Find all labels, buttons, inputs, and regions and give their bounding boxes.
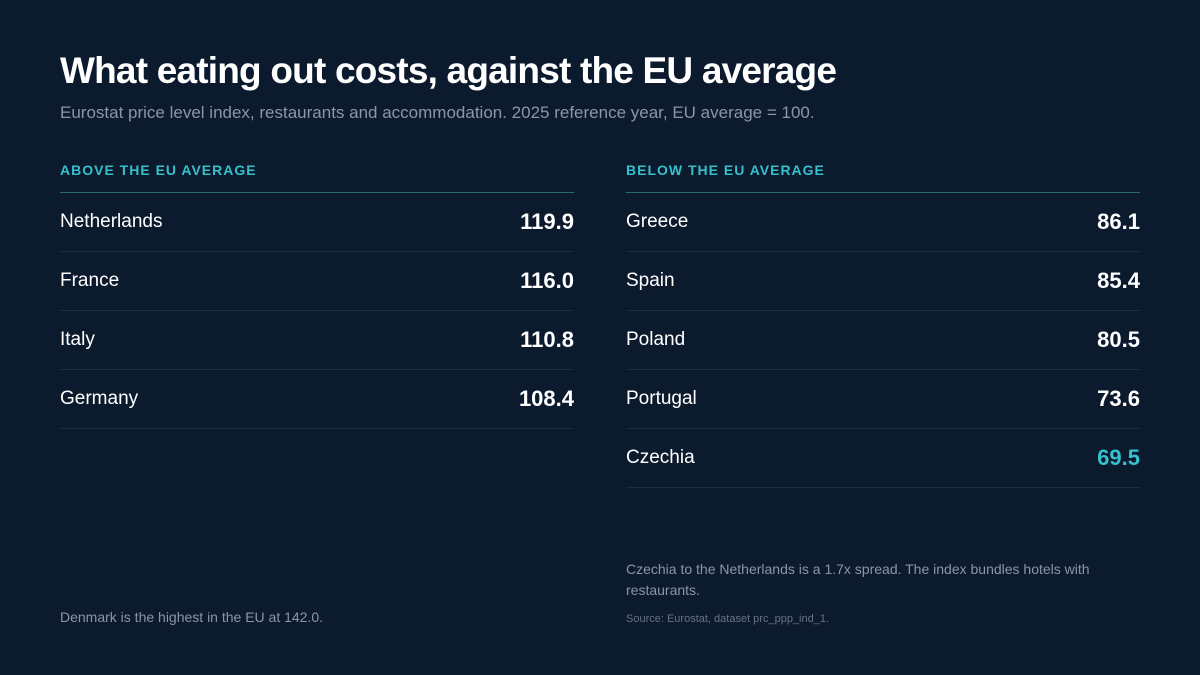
table-row: Germany 108.4 — [60, 370, 574, 429]
index-value: 116.0 — [520, 268, 574, 293]
index-value: 73.6 — [1097, 386, 1140, 411]
index-value: 69.5 — [1097, 445, 1140, 470]
index-value: 119.9 — [520, 209, 574, 234]
table-row: Greece 86.1 — [626, 193, 1140, 252]
index-value: 80.5 — [1097, 327, 1140, 352]
source-note: Source: Eurostat, dataset prc_ppp_ind_1. — [626, 613, 830, 625]
table-row: Poland 80.5 — [626, 311, 1140, 370]
country-name: Italy — [60, 329, 95, 350]
country-name: Greece — [626, 211, 689, 232]
table-row: Spain 85.4 — [626, 252, 1140, 311]
below-average-heading: BELOW THE EU AVERAGE — [626, 160, 1140, 193]
table-row: France 116.0 — [60, 252, 574, 311]
table-row: Czechia 69.5 — [626, 429, 1140, 488]
highest-note: Denmark is the highest in the EU at 142.… — [60, 609, 324, 625]
spread-note: Czechia to the Netherlands is a 1.7x spr… — [626, 561, 1090, 598]
index-value: 108.4 — [518, 386, 574, 411]
country-name: Netherlands — [60, 211, 163, 232]
country-name: Germany — [60, 388, 139, 409]
table-row: Portugal 73.6 — [626, 370, 1140, 429]
index-value: 86.1 — [1097, 209, 1140, 234]
above-average-column: ABOVE THE EU AVERAGE Netherlands 119.9 Fra… — [60, 160, 574, 429]
above-average-heading: ABOVE THE EU AVERAGE — [60, 160, 574, 193]
index-value: 85.4 — [1097, 268, 1140, 293]
below-average-column: BELOW THE EU AVERAGE Greece 86.1 Spain 85.4… — [626, 160, 1140, 488]
country-name: Portugal — [626, 388, 697, 409]
country-name: Spain — [626, 270, 675, 291]
country-name: Czechia — [626, 447, 695, 468]
chart-title: What eating out costs, against the EU av… — [60, 50, 837, 91]
country-name: Poland — [626, 329, 686, 350]
below-average-list: Greece 86.1 Spain 85.4 Poland 80.5 Portugal 73.… — [626, 193, 1140, 488]
chart-subtitle: Eurostat price level index, restaurants … — [60, 103, 815, 122]
index-value: 110.8 — [520, 327, 574, 352]
table-row: Netherlands 119.9 — [60, 193, 574, 252]
above-average-list: Netherlands 119.9 France 116.0 Italy 110.8 Ger… — [60, 193, 574, 429]
country-name: France — [60, 270, 120, 291]
table-row: Italy 110.8 — [60, 311, 574, 370]
